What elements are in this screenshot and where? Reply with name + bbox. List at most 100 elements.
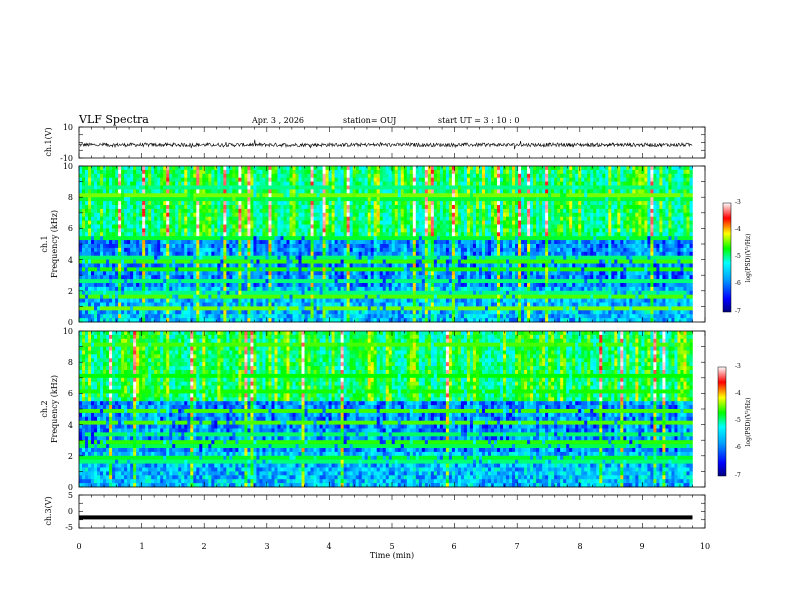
spectrogram-cell	[169, 236, 173, 241]
spectrogram-cell	[340, 232, 344, 237]
spectrogram-cell	[433, 189, 438, 194]
spectrogram-cell	[548, 244, 552, 249]
spectrogram-cell	[647, 193, 651, 198]
spectrogram-cell	[139, 232, 143, 237]
spectrogram-cell	[524, 169, 528, 175]
spectrogram-cell	[680, 185, 684, 190]
spectrogram-cell	[515, 201, 519, 206]
spectrogram-cell	[313, 216, 317, 221]
spectrogram-cell	[686, 201, 690, 206]
spectrogram-cell	[656, 197, 660, 202]
spectrogram-cell	[400, 212, 405, 217]
spectrogram-cell	[503, 251, 507, 256]
spectrogram-cell	[349, 220, 353, 225]
spectrogram-cell	[539, 169, 543, 175]
spectrogram-cell	[632, 197, 636, 202]
spectrogram-cell	[280, 220, 284, 225]
spectrogram-cell	[151, 166, 155, 171]
spectrogram-cell	[554, 244, 558, 249]
spectrogram-cell	[91, 240, 95, 245]
spectrogram-cell	[187, 177, 191, 182]
spectrogram-cell	[289, 197, 293, 202]
spectrogram-cell	[542, 216, 546, 221]
spectrogram-cell	[103, 228, 107, 233]
spectrogram-cell	[614, 255, 618, 260]
spectrogram-cell	[370, 212, 375, 217]
spectrogram-cell	[524, 240, 528, 245]
spectrogram-cell	[91, 185, 95, 190]
spectrogram-cell	[623, 224, 627, 229]
spectrogram-cell	[91, 216, 95, 221]
spectrogram-cell	[647, 208, 651, 214]
spectrogram-cell	[361, 224, 365, 229]
spectrogram-cell	[427, 236, 432, 241]
spectrogram-cell	[373, 228, 378, 233]
spectrogram-cell	[250, 244, 254, 249]
spectrogram-cell	[241, 251, 245, 256]
spectrogram-cell	[569, 205, 573, 210]
spectrogram-cell	[364, 251, 368, 256]
spectrogram-cell	[674, 232, 678, 237]
spectrogram-cell	[481, 251, 486, 256]
spectrogram-cell	[343, 201, 347, 206]
spectrogram-cell	[509, 177, 513, 182]
spectrogram-cell	[415, 201, 420, 206]
spectrogram-cell	[331, 201, 335, 206]
spectrogram-cell	[457, 177, 462, 182]
spectrogram-cell	[457, 224, 462, 229]
spectrogram-cell	[460, 228, 465, 233]
spectrogram-cell	[635, 236, 639, 241]
spectrogram-cell	[190, 216, 194, 221]
spectrogram-cell	[512, 216, 516, 221]
spectrogram-cell	[127, 208, 131, 214]
spectrogram-cell	[289, 166, 293, 171]
spectrogram-cell	[632, 181, 636, 186]
spectrogram-cell	[232, 193, 236, 198]
spectrogram-cell	[677, 212, 681, 217]
spectrogram-cell	[154, 236, 158, 241]
spectrogram-cell	[265, 236, 269, 241]
spectrogram-cell	[94, 247, 98, 253]
spectrogram-cell	[433, 185, 438, 190]
spectrogram-cell	[346, 224, 350, 229]
spectrogram-cell	[298, 240, 302, 245]
spectrogram-cell	[112, 197, 116, 202]
spectrogram-cell	[283, 173, 287, 178]
spectrogram-cell	[548, 255, 552, 260]
spectrogram-cell	[433, 177, 438, 182]
spectrogram-cell	[436, 205, 441, 210]
spectrogram-cell	[328, 216, 332, 221]
spectrogram-cell	[136, 244, 140, 249]
spectrogram-cell	[533, 201, 537, 206]
spectrogram-cell	[217, 181, 221, 186]
spectrogram-cell	[608, 240, 612, 245]
spectrogram-cell	[280, 208, 284, 214]
spectrogram-cell	[509, 181, 513, 186]
spectrogram-cell	[136, 216, 140, 221]
spectrogram-cell	[196, 169, 200, 175]
spectrogram-cell	[91, 169, 95, 175]
spectrogram-cell	[316, 236, 320, 241]
spectrogram-cell	[500, 224, 504, 229]
spectrogram-cell	[542, 208, 546, 214]
spectrogram-cell	[494, 205, 498, 210]
spectrogram-cell	[376, 228, 381, 233]
spectrogram-cell	[313, 185, 317, 190]
spectrogram-cell	[334, 216, 338, 221]
spectrogram-cell	[635, 173, 639, 178]
spectrogram-cell	[409, 201, 414, 206]
spectrogram-cell	[430, 208, 435, 214]
spectrogram-cell	[605, 193, 609, 198]
spectrogram-cell	[157, 208, 161, 214]
spectrogram-cell	[172, 224, 176, 229]
spectrogram-cell	[653, 201, 657, 206]
spectrogram-cell	[202, 220, 206, 225]
spectrogram-cell	[274, 197, 278, 202]
spectrogram-cell	[364, 244, 368, 249]
spectrogram-cell	[548, 224, 552, 229]
spectrogram-cell	[169, 197, 173, 202]
spectrogram-cell	[509, 166, 513, 171]
spectrogram-cell	[397, 251, 402, 256]
spectrogram-cell	[638, 185, 642, 190]
spectrogram-cell	[187, 247, 191, 253]
